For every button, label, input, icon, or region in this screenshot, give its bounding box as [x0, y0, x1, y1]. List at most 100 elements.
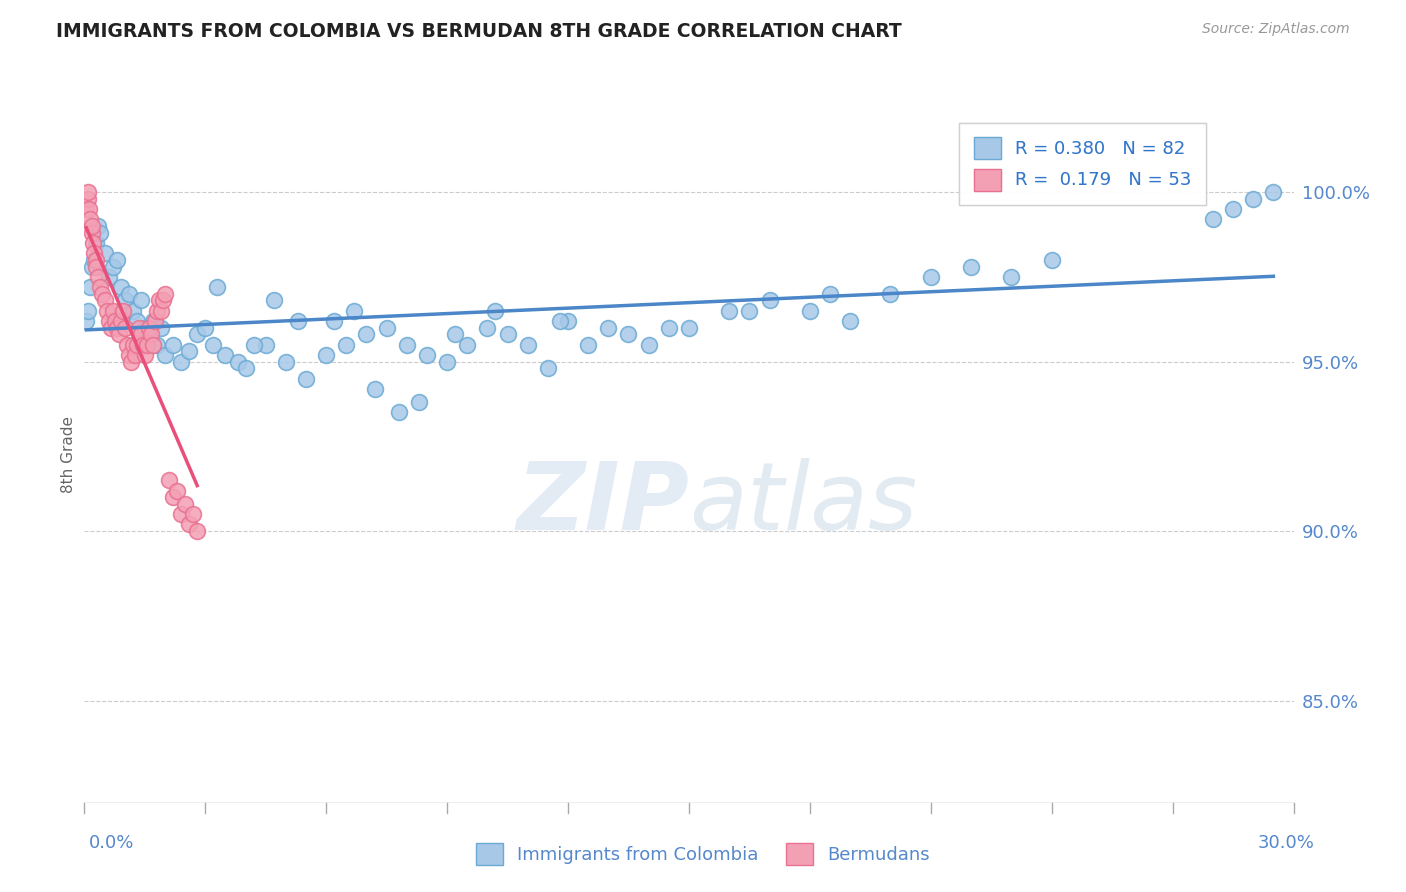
Point — [125, 314, 148, 328]
Point — [839, 314, 862, 328]
Point — [135, 337, 157, 351]
Point — [799, 303, 821, 318]
Point — [194, 320, 217, 334]
Point — [75, 202, 97, 216]
Point — [214, 348, 236, 362]
Point — [87, 269, 110, 284]
Point — [388, 405, 411, 419]
Point — [124, 348, 146, 362]
Point — [77, 185, 100, 199]
Point — [97, 269, 120, 284]
Point — [134, 348, 156, 362]
Point — [254, 337, 277, 351]
Point — [77, 303, 100, 318]
Point — [323, 314, 346, 328]
Point — [920, 269, 942, 284]
Point — [132, 337, 155, 351]
Point — [477, 320, 499, 334]
Point — [104, 314, 127, 328]
Point — [235, 361, 257, 376]
Y-axis label: 8th Grade: 8th Grade — [60, 417, 76, 493]
Point — [125, 337, 148, 351]
Point — [516, 337, 538, 351]
Point — [343, 303, 366, 318]
Point — [114, 320, 136, 334]
Point — [879, 286, 901, 301]
Legend: R = 0.380   N = 82, R =  0.179   N = 53: R = 0.380 N = 82, R = 0.179 N = 53 — [959, 123, 1206, 205]
Point — [86, 235, 108, 250]
Point — [658, 320, 681, 334]
Point — [226, 354, 249, 368]
Point — [738, 303, 761, 318]
Text: 30.0%: 30.0% — [1258, 834, 1315, 852]
Point — [89, 226, 111, 240]
Point — [598, 320, 620, 334]
Point — [179, 517, 201, 532]
Point — [79, 212, 101, 227]
Point — [274, 354, 297, 368]
Point — [89, 280, 111, 294]
Point — [242, 337, 264, 351]
Point — [96, 303, 118, 318]
Point — [356, 327, 378, 342]
Point — [186, 524, 208, 539]
Point — [84, 252, 107, 267]
Point — [121, 337, 143, 351]
Point — [86, 260, 108, 274]
Text: 0.0%: 0.0% — [89, 834, 134, 852]
Point — [263, 293, 285, 308]
Point — [363, 382, 385, 396]
Legend: Immigrants from Colombia, Bermudans: Immigrants from Colombia, Bermudans — [467, 834, 939, 874]
Point — [83, 252, 105, 267]
Point — [416, 348, 439, 362]
Point — [1222, 202, 1244, 216]
Point — [678, 320, 700, 334]
Text: Source: ZipAtlas.com: Source: ZipAtlas.com — [1202, 22, 1350, 37]
Point — [444, 327, 467, 342]
Point — [548, 314, 571, 328]
Point — [75, 314, 97, 328]
Point — [93, 293, 115, 308]
Point — [181, 508, 204, 522]
Point — [101, 260, 124, 274]
Point — [148, 293, 170, 308]
Point — [134, 320, 156, 334]
Point — [162, 337, 184, 351]
Point — [107, 327, 129, 342]
Point — [139, 327, 162, 342]
Point — [146, 337, 169, 351]
Point — [129, 327, 152, 342]
Point — [170, 508, 193, 522]
Point — [83, 246, 105, 260]
Point — [97, 314, 120, 328]
Point — [142, 337, 165, 351]
Point — [496, 327, 519, 342]
Point — [82, 235, 104, 250]
Point — [617, 327, 640, 342]
Point — [162, 491, 184, 505]
Point — [207, 280, 229, 294]
Point — [105, 320, 128, 334]
Point — [557, 314, 579, 328]
Point — [170, 354, 193, 368]
Point — [79, 280, 101, 294]
Point — [76, 192, 98, 206]
Point — [408, 395, 430, 409]
Point — [1000, 269, 1022, 284]
Point — [456, 337, 478, 351]
Point — [1040, 252, 1063, 267]
Point — [637, 337, 659, 351]
Point — [87, 219, 110, 233]
Point — [93, 246, 115, 260]
Point — [105, 252, 128, 267]
Point — [110, 280, 132, 294]
Point — [718, 303, 741, 318]
Text: atlas: atlas — [689, 458, 917, 549]
Point — [1263, 185, 1285, 199]
Point — [91, 286, 114, 301]
Point — [375, 320, 398, 334]
Point — [315, 348, 337, 362]
Point — [295, 371, 318, 385]
Point — [818, 286, 841, 301]
Point — [80, 226, 103, 240]
